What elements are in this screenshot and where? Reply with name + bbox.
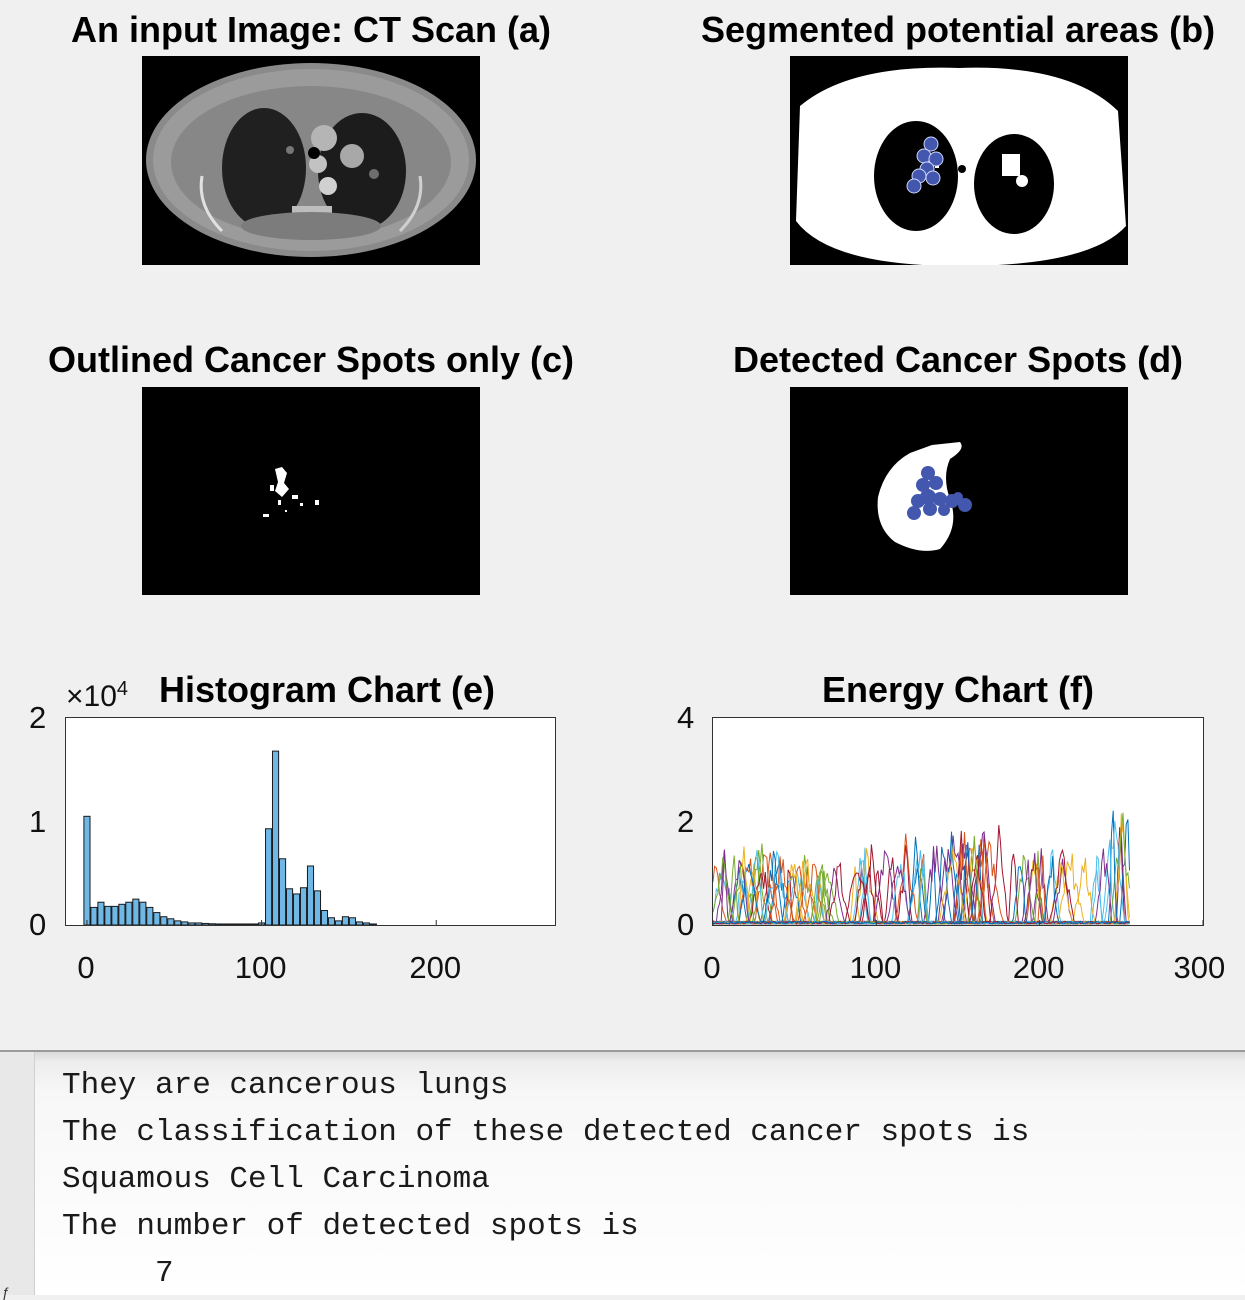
histogram-bar bbox=[237, 923, 245, 926]
histogram-bar bbox=[174, 920, 182, 926]
histogram-bar bbox=[348, 917, 356, 926]
energy-series-line bbox=[712, 856, 1130, 925]
histogram-bar bbox=[167, 918, 175, 926]
histogram-title: Histogram Chart (e) bbox=[158, 669, 496, 710]
output-line-count-label: The number of detected spots is bbox=[62, 1209, 639, 1244]
histogram-bar bbox=[188, 922, 196, 926]
ct-scan-image bbox=[142, 56, 480, 265]
histogram-bar bbox=[90, 906, 98, 926]
histogram-bar bbox=[195, 922, 203, 926]
histogram-bar bbox=[355, 921, 363, 926]
detected-spots-title: Detected Cancer Spots (d) bbox=[732, 339, 1184, 380]
histogram-bar bbox=[341, 916, 349, 926]
histogram-bar bbox=[320, 910, 329, 926]
histogram-bar bbox=[104, 905, 112, 926]
histogram-y-tick-label: 1 bbox=[29, 803, 47, 839]
histogram-bar bbox=[292, 893, 301, 926]
histogram-bar bbox=[230, 923, 238, 926]
histogram-bar bbox=[209, 923, 217, 926]
histogram-plot bbox=[83, 750, 437, 926]
output-line-classification: Squamous Cell Carcinoma bbox=[62, 1162, 490, 1197]
histogram-bar bbox=[125, 901, 133, 926]
histogram-bar bbox=[369, 923, 377, 926]
histogram-bar bbox=[139, 901, 147, 926]
histogram-bar bbox=[146, 906, 154, 926]
histogram-bar bbox=[306, 865, 315, 926]
ct-scan-title: An input Image: CT Scan (a) bbox=[70, 9, 552, 50]
histogram-bar bbox=[334, 920, 342, 926]
outlined-spots-title: Outlined Cancer Spots only (c) bbox=[47, 339, 575, 380]
output-line-result: They are cancerous lungs bbox=[62, 1068, 509, 1103]
prompt-marker: ƒ bbox=[2, 1284, 10, 1300]
histogram-exponent-label: ×104 bbox=[66, 678, 129, 713]
energy-chart-title: Energy Chart (f) bbox=[821, 669, 1095, 710]
histogram-bar bbox=[181, 921, 189, 926]
histogram-bar bbox=[272, 750, 280, 926]
histogram-bar bbox=[313, 890, 322, 926]
histogram-bar bbox=[118, 903, 126, 926]
histogram-bar bbox=[265, 828, 273, 926]
output-line-count: 7 bbox=[62, 1256, 174, 1291]
energy-x-tick-label: 200 bbox=[1012, 950, 1065, 985]
histogram-bar bbox=[285, 888, 294, 926]
energy-x-tick-label: 300 bbox=[1173, 950, 1226, 985]
histogram-y-tick-label: 0 bbox=[29, 907, 47, 942]
histogram-bar bbox=[327, 917, 336, 926]
output-line-classification-label: The classification of these detected can… bbox=[62, 1115, 1030, 1150]
energy-y-tick-label: 4 bbox=[677, 700, 695, 735]
histogram-x-tick-label: 100 bbox=[234, 950, 287, 985]
histogram-bar bbox=[160, 916, 168, 926]
histogram-bar bbox=[244, 923, 252, 926]
command-window: ƒ They are cancerous lungs The classific… bbox=[0, 1050, 1245, 1300]
histogram-x-tick-label: 0 bbox=[77, 950, 95, 985]
histogram-bar bbox=[223, 923, 231, 926]
segmented-areas-image bbox=[790, 56, 1128, 265]
histogram-bar bbox=[153, 912, 161, 926]
histogram-axes bbox=[65, 717, 556, 926]
histogram-bar bbox=[111, 905, 119, 926]
energy-y-tick-label: 2 bbox=[677, 803, 695, 839]
histogram-bar bbox=[83, 815, 91, 926]
outlined-spots-image bbox=[142, 387, 480, 595]
command-window-gutter bbox=[0, 1052, 35, 1295]
energy-y-tick-label: 0 bbox=[677, 907, 695, 942]
energy-chart-axes bbox=[712, 717, 1204, 926]
histogram-y-tick-label: 2 bbox=[29, 700, 47, 735]
segmented-areas-title: Segmented potential areas (b) bbox=[700, 9, 1216, 50]
histogram-bar bbox=[97, 901, 105, 926]
histogram-bar bbox=[279, 858, 287, 926]
detected-spots-image bbox=[790, 387, 1128, 595]
energy-plot bbox=[712, 810, 1204, 926]
energy-x-tick-label: 0 bbox=[703, 950, 721, 985]
histogram-bar bbox=[362, 922, 370, 926]
histogram-bar bbox=[299, 887, 308, 926]
figure-window: An input Image: CT Scan (a) Segmented po… bbox=[29, 9, 1226, 985]
histogram-bar bbox=[216, 923, 224, 926]
histogram-bar bbox=[202, 922, 210, 926]
histogram-bar bbox=[132, 898, 140, 926]
histogram-bar bbox=[251, 923, 259, 926]
energy-x-tick-label: 100 bbox=[849, 950, 902, 985]
histogram-x-tick-label: 200 bbox=[409, 950, 462, 985]
